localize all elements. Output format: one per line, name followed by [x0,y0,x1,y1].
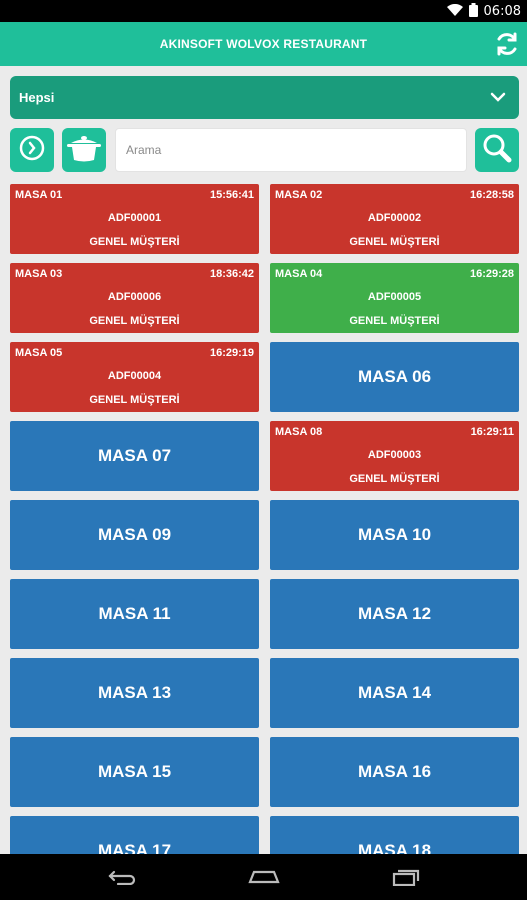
table-name: MASA 18 [357,841,432,854]
dropdown-selected: Hepsi [19,90,55,105]
table-name: MASA 14 [357,683,432,702]
table-card[interactable]: MASA 07 [10,421,259,491]
customer-name: GENEL MÜŞTERİ [89,236,180,248]
table-name: MASA 08 [275,426,323,438]
table-card[interactable]: MASA 03 18:36:42 ADF00006 GENEL MÜŞTERİ [10,263,259,333]
table-time: 16:28:58 [469,189,514,201]
table-card[interactable]: MASA 15 [10,737,259,807]
clock-button[interactable] [10,128,54,172]
home-icon[interactable] [244,864,284,890]
table-name: MASA 13 [97,683,172,702]
table-time: 18:36:42 [209,268,254,280]
clock-icon [18,134,46,167]
table-name: MASA 10 [357,525,432,544]
order-code: ADF00006 [107,291,162,303]
table-name: MASA 02 [275,189,323,201]
refresh-icon[interactable] [491,28,523,60]
table-time: 16:29:11 [470,426,514,438]
table-card[interactable]: MASA 09 [10,500,259,570]
table-name: MASA 17 [97,841,172,854]
wifi-icon [446,3,463,19]
table-name: MASA 03 [15,268,63,280]
table-name: MASA 16 [357,762,432,781]
search-icon [482,133,512,168]
customer-name: GENEL MÜŞTERİ [349,473,440,485]
table-card[interactable]: MASA 11 [10,579,259,649]
toolbar [10,128,519,172]
table-name: MASA 09 [97,525,172,544]
order-code: ADF00001 [107,212,162,224]
table-time: 15:56:41 [209,189,254,201]
customer-name: GENEL MÜŞTERİ [349,315,440,327]
table-card[interactable]: MASA 18 [270,816,519,854]
order-code: ADF00003 [367,449,422,461]
cooking-pot-icon [67,133,101,168]
battery-icon [468,2,478,20]
recent-apps-icon[interactable] [386,864,426,890]
kitchen-button[interactable] [62,128,106,172]
order-code: ADF00005 [367,291,422,303]
app-bar: AKINSOFT WOLVOX RESTAURANT [0,22,527,66]
table-name: MASA 06 [357,367,432,386]
customer-name: GENEL MÜŞTERİ [89,394,180,406]
table-card[interactable]: MASA 12 [270,579,519,649]
table-name: MASA 04 [275,268,323,280]
table-name: MASA 11 [98,604,171,623]
table-card[interactable]: MASA 17 [10,816,259,854]
status-bar: 06:08 [0,0,527,22]
table-card[interactable]: MASA 16 [270,737,519,807]
customer-name: GENEL MÜŞTERİ [89,315,180,327]
category-dropdown[interactable]: Hepsi [10,76,519,119]
table-card[interactable]: MASA 13 [10,658,259,728]
content-area: Hepsi MASA 01 15:56:41 ADF00001 GENEL MÜŞTE… [0,66,527,854]
search-button[interactable] [475,128,519,172]
customer-name: GENEL MÜŞTERİ [349,236,440,248]
status-time: 06:08 [483,3,521,19]
order-code: ADF00002 [367,212,422,224]
table-card[interactable]: MASA 14 [270,658,519,728]
table-time: 16:29:19 [209,347,254,359]
chevron-down-icon [489,88,507,109]
table-name: MASA 01 [15,189,63,201]
table-card[interactable]: MASA 10 [270,500,519,570]
table-card[interactable]: MASA 04 16:29:28 ADF00005 GENEL MÜŞTERİ [270,263,519,333]
table-name: MASA 15 [97,762,172,781]
search-input[interactable] [115,128,467,172]
navigation-bar [0,854,527,900]
table-name: MASA 07 [97,446,172,465]
table-time: 16:29:28 [469,268,514,280]
app-title: AKINSOFT WOLVOX RESTAURANT [159,37,368,51]
table-name: MASA 05 [15,347,63,359]
order-code: ADF00004 [107,370,162,382]
back-icon[interactable] [103,864,143,890]
table-card[interactable]: MASA 08 16:29:11 ADF00003 GENEL MÜŞTERİ [270,421,519,491]
table-name: MASA 12 [357,604,432,623]
table-card[interactable]: MASA 02 16:28:58 ADF00002 GENEL MÜŞTERİ [270,184,519,254]
table-card[interactable]: MASA 06 [270,342,519,412]
table-card[interactable]: MASA 05 16:29:19 ADF00004 GENEL MÜŞTERİ [10,342,259,412]
table-card[interactable]: MASA 01 15:56:41 ADF00001 GENEL MÜŞTERİ [10,184,259,254]
